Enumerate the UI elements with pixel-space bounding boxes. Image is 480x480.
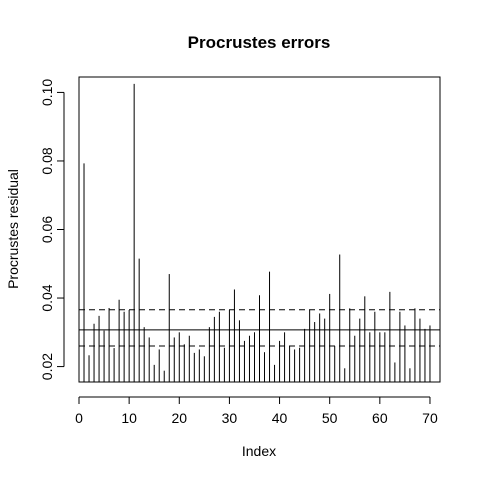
- x-tick-label: 30: [222, 410, 238, 426]
- plot-frame: [78, 76, 441, 383]
- x-tick-label: 10: [121, 410, 137, 426]
- y-tick-label: 0.10: [39, 79, 55, 106]
- y-tick-label: 0.04: [39, 284, 55, 311]
- x-tick-label: 20: [171, 410, 187, 426]
- y-axis-label: Procrustes residual: [5, 169, 21, 289]
- reference-lines: [79, 309, 440, 347]
- x-tick-label: 50: [322, 410, 338, 426]
- y-tick-label: 0.02: [39, 353, 55, 380]
- y-axis: 0.02 0.04 0.06 0.08 0.10: [39, 79, 65, 380]
- x-tick-label: 60: [372, 410, 388, 426]
- x-tick-label: 40: [272, 410, 288, 426]
- y-tick-label: 0.06: [39, 216, 55, 243]
- x-axis: 0 10 20 30 40 50 60 70: [75, 396, 438, 426]
- y-tick-label: 0.08: [39, 147, 55, 174]
- x-axis-label: Index: [242, 443, 276, 459]
- x-tick-label: 70: [422, 410, 438, 426]
- x-tick-label: 0: [75, 410, 83, 426]
- residual-bars: [83, 83, 431, 382]
- chart-title: Procrustes errors: [188, 33, 331, 52]
